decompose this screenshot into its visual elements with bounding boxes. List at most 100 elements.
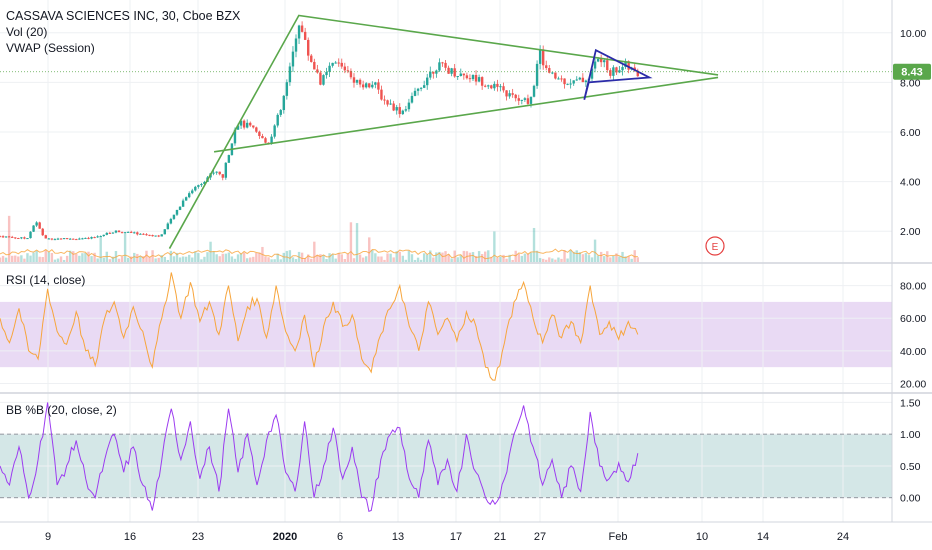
volume-bar bbox=[276, 253, 279, 262]
volume-bar bbox=[523, 253, 527, 262]
candle-body bbox=[203, 181, 206, 185]
candle-body bbox=[105, 232, 109, 235]
volume-bar bbox=[535, 250, 539, 262]
volume-bar bbox=[429, 250, 432, 262]
vol-legend[interactable]: Vol (20) bbox=[6, 25, 48, 39]
volume-bar bbox=[413, 259, 417, 262]
volume-bar bbox=[90, 256, 93, 262]
candle-body bbox=[435, 70, 438, 74]
trendline-upper[interactable] bbox=[168, 14, 719, 249]
volume-bar bbox=[120, 256, 124, 262]
candle-body bbox=[7, 236, 11, 238]
candle-body bbox=[474, 75, 478, 82]
candlesticks bbox=[0, 21, 639, 241]
volume-bar bbox=[551, 258, 554, 262]
volume-bar bbox=[389, 253, 392, 262]
candle-body bbox=[545, 65, 548, 69]
volume-bar bbox=[81, 253, 84, 262]
candle-body bbox=[319, 72, 322, 85]
candle-body bbox=[526, 98, 530, 104]
volume-bar bbox=[44, 250, 47, 262]
candle-body bbox=[584, 80, 588, 83]
volume-bar bbox=[566, 258, 569, 262]
trendlines[interactable] bbox=[168, 14, 719, 249]
candle-body bbox=[569, 83, 572, 85]
volume-bar bbox=[313, 241, 316, 262]
candle-body bbox=[581, 77, 585, 83]
candle-body bbox=[123, 232, 127, 234]
price-tick-label: 2.00 bbox=[900, 226, 921, 238]
candle-body bbox=[621, 67, 624, 71]
volume-bar bbox=[307, 254, 310, 262]
candle-body bbox=[44, 235, 47, 239]
bb-tick-label: 1.50 bbox=[900, 397, 921, 409]
volume-bar bbox=[480, 254, 484, 262]
volume-bar bbox=[572, 251, 575, 262]
horizontal-grid bbox=[0, 32, 892, 499]
candle-body bbox=[401, 110, 405, 115]
trendline-lower[interactable] bbox=[213, 76, 719, 153]
volume-bar bbox=[422, 253, 426, 262]
volume-bar bbox=[471, 252, 475, 262]
vwap-legend[interactable]: VWAP (Session) bbox=[6, 41, 95, 55]
volume-bar bbox=[206, 252, 209, 262]
volume-bar bbox=[310, 258, 313, 262]
rsi-legend[interactable]: RSI (14, close) bbox=[6, 273, 86, 287]
candle-body bbox=[282, 95, 285, 111]
candle-body bbox=[236, 125, 240, 130]
symbol-title[interactable]: CASSAVA SCIENCES INC, 30, Cboe BZX bbox=[6, 9, 241, 23]
rsi-line bbox=[0, 272, 639, 381]
earnings-marker[interactable]: E bbox=[705, 236, 725, 256]
candle-body bbox=[590, 68, 594, 79]
volume-bar bbox=[249, 257, 252, 262]
volume-bar bbox=[633, 250, 636, 262]
volume-bar bbox=[11, 255, 14, 262]
rsi-band bbox=[0, 301, 892, 368]
volume-bar bbox=[456, 257, 459, 262]
volume-bar bbox=[352, 258, 356, 262]
volume-bar bbox=[184, 256, 188, 262]
volume-bar bbox=[166, 259, 170, 262]
candle-body bbox=[572, 80, 575, 84]
candle-body bbox=[117, 230, 121, 233]
candle-body bbox=[68, 238, 72, 240]
volume-bar bbox=[541, 258, 545, 262]
volume-bar bbox=[218, 256, 221, 262]
candle-body bbox=[593, 61, 597, 69]
candle-body bbox=[78, 238, 81, 240]
volume-bar bbox=[453, 250, 456, 262]
candle-body bbox=[487, 85, 490, 87]
time-axis[interactable]: 9 16 23 2020 6 13 17 21 27 Feb 10 14 24 bbox=[45, 531, 849, 543]
volume-bar bbox=[194, 251, 197, 262]
volume-bar bbox=[53, 259, 57, 262]
candle-body bbox=[535, 63, 539, 86]
volume-bar bbox=[355, 223, 359, 262]
volume-bar bbox=[181, 256, 185, 262]
volume-bar bbox=[331, 254, 334, 262]
candle-body bbox=[313, 61, 316, 70]
price-axis[interactable]: 2.00 4.00 6.00 8.00 10.00 20.00 40.00 60.00 80.0… bbox=[900, 28, 926, 505]
volume-bar bbox=[563, 250, 566, 262]
main-pane[interactable] bbox=[0, 0, 892, 262]
volume-bar bbox=[636, 257, 639, 262]
volume-bar bbox=[548, 257, 551, 262]
volume-bar bbox=[499, 256, 502, 262]
candle-body bbox=[599, 58, 603, 63]
candle-body bbox=[502, 86, 505, 91]
volume-bar bbox=[575, 250, 578, 262]
volume-bar bbox=[435, 252, 438, 262]
x-tick-label: 21 bbox=[494, 531, 506, 543]
volume-bar bbox=[361, 257, 365, 262]
last-price-label: 8.43 bbox=[901, 67, 922, 79]
candle-body bbox=[578, 77, 581, 80]
volume-bar bbox=[615, 253, 618, 262]
volume-bar bbox=[215, 254, 218, 262]
volume-bar bbox=[374, 253, 377, 262]
volume-bar bbox=[154, 258, 157, 262]
bb-legend[interactable]: BB %B (20, close, 2) bbox=[6, 403, 117, 417]
volume-bar bbox=[102, 257, 105, 262]
volume-bar bbox=[197, 253, 200, 262]
volume-bar bbox=[99, 236, 102, 262]
trendline-pennant[interactable] bbox=[583, 48, 653, 100]
